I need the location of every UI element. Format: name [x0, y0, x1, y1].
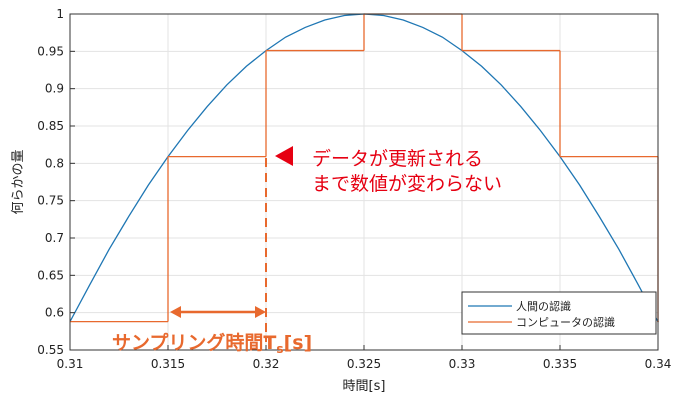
x-tick-label: 0.335 [543, 357, 577, 371]
legend-box [461, 291, 657, 335]
x-tick-label: 0.325 [347, 357, 381, 371]
update-note: データが更新される [312, 148, 483, 170]
y-tick-label: 0.65 [37, 268, 64, 282]
y-axis-label: 何らかの量 [10, 149, 26, 214]
y-tick-label: 0.85 [37, 119, 64, 133]
sampling-label: サンプリング時間Ts[s] [112, 331, 312, 356]
legend-label: コンピュータの認識 [516, 315, 615, 329]
x-tick-label: 0.33 [449, 357, 476, 371]
x-tick-label: 0.315 [151, 357, 185, 371]
y-tick-label: 1 [56, 7, 64, 21]
sampling-sub: s [276, 342, 283, 356]
x-tick-label: 0.31 [57, 357, 84, 371]
y-tick-label: 0.7 [45, 231, 64, 245]
y-tick-label: 0.95 [37, 44, 64, 58]
arrow-head [255, 306, 266, 318]
sampling-unit: [s] [284, 332, 313, 354]
legend-label: 人間の認識 [516, 299, 571, 313]
y-tick-label: 0.55 [37, 343, 64, 357]
y-tick-label: 0.75 [37, 194, 64, 208]
x-tick-label: 0.32 [253, 357, 280, 371]
pointer-triangle [275, 146, 293, 166]
arrow-head [170, 306, 181, 318]
y-tick-label: 0.8 [45, 156, 64, 170]
sampling-main: サンプリング時間T [112, 331, 276, 354]
y-tick-label: 0.6 [45, 306, 64, 320]
x-tick-label: 0.34 [645, 357, 672, 371]
update-note: まで数値が変わらない [312, 173, 502, 195]
x-axis-label: 時間[s] [343, 379, 386, 394]
y-tick-label: 0.9 [45, 82, 64, 96]
